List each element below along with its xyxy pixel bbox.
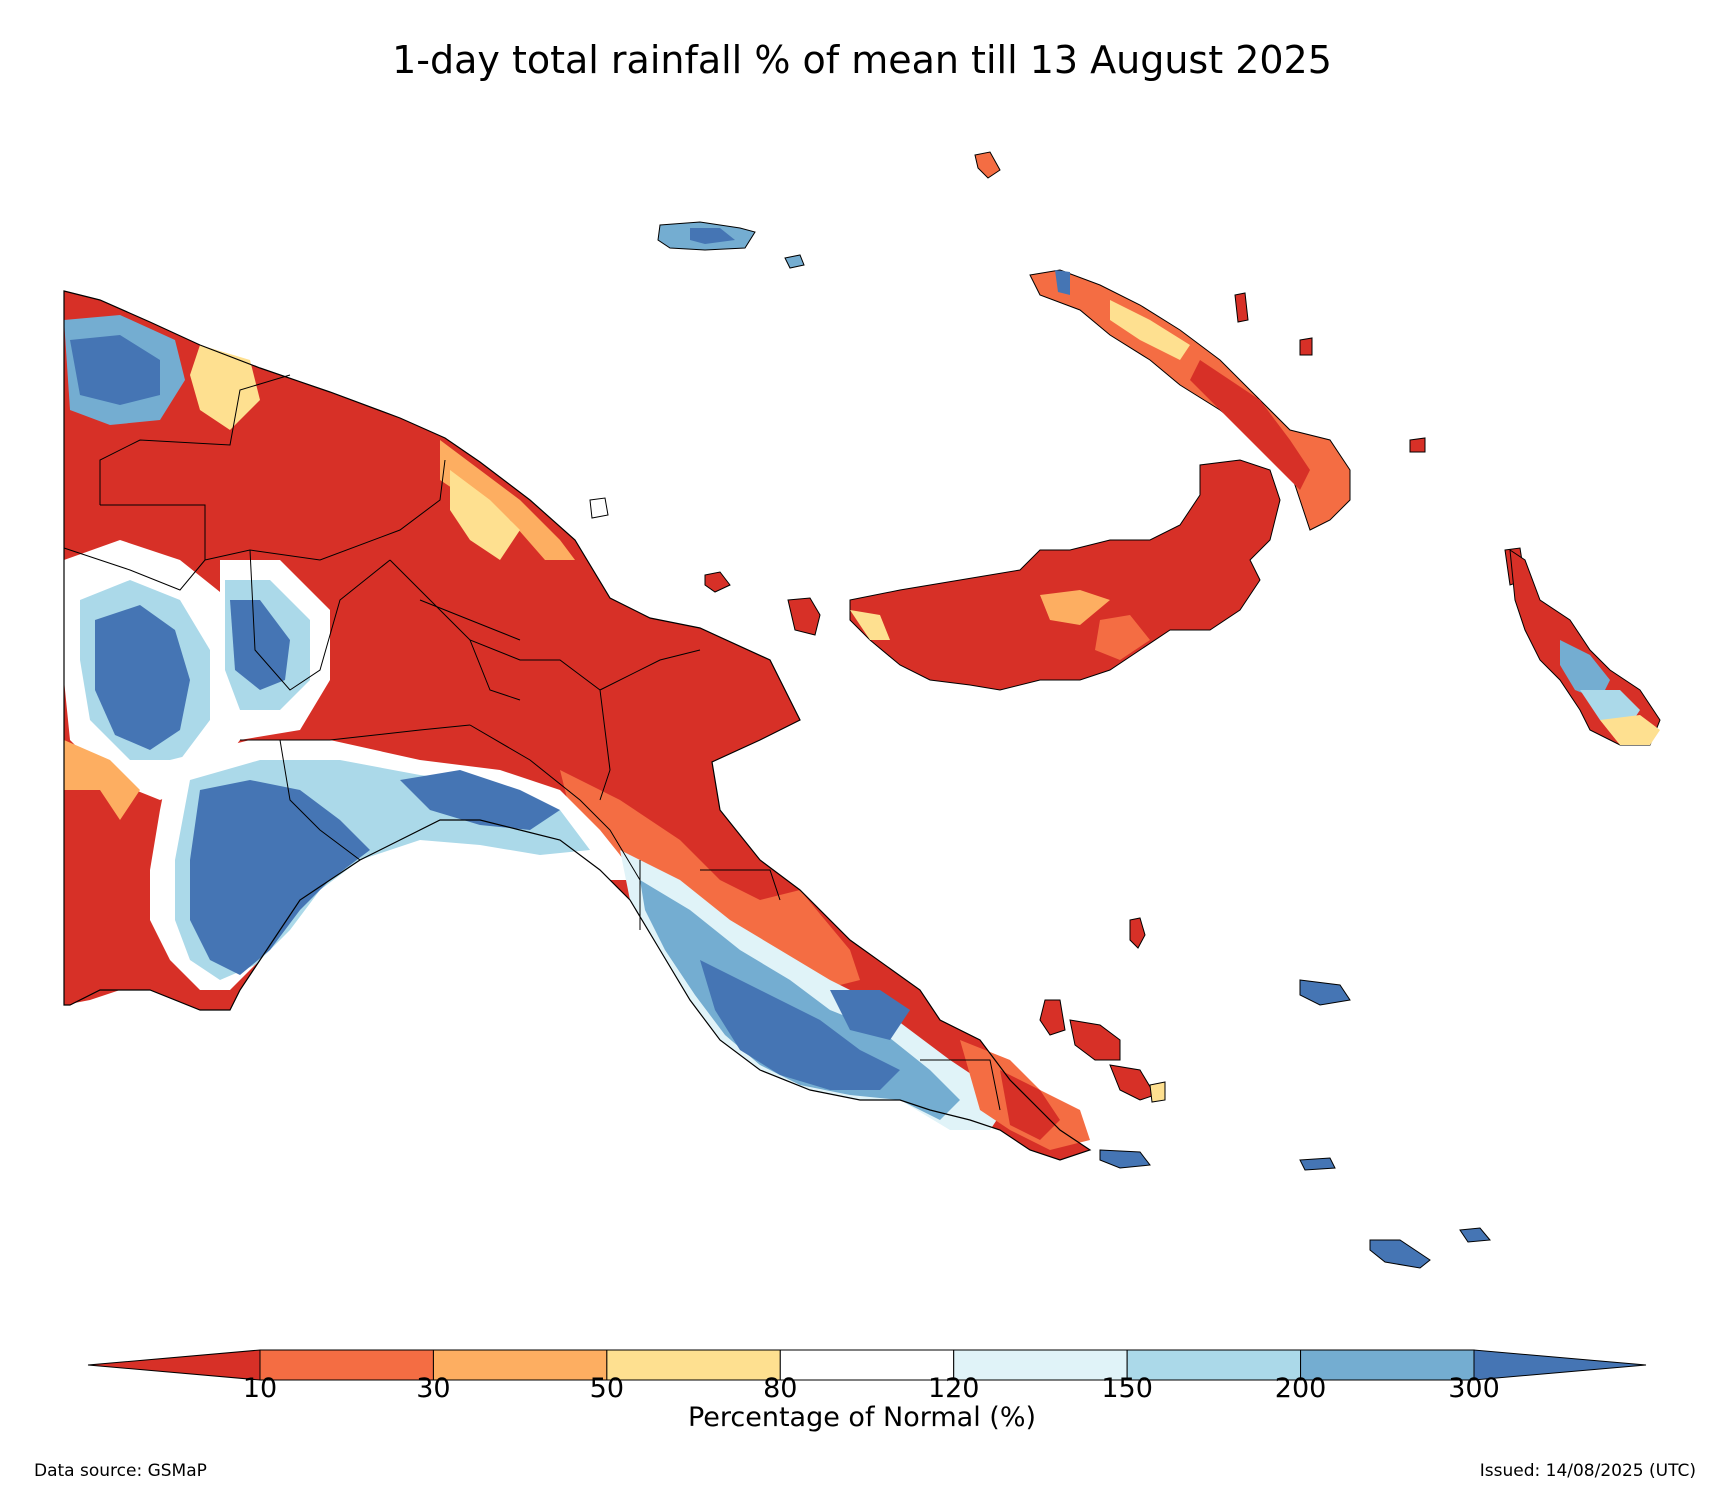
bougainville	[1509, 548, 1661, 746]
colorbar-segment-120_150	[953, 1349, 1128, 1381]
colorbar-tick-label: 50	[590, 1373, 624, 1400]
new-britain	[849, 459, 1281, 691]
mainland	[64, 291, 1090, 1160]
issued-date-text: Issued: 14/08/2025 (UTC)	[1479, 1461, 1696, 1481]
data-source-text: Data source: GSMaP	[34, 1461, 207, 1481]
colorbar-tick-label: 80	[763, 1373, 797, 1400]
colorbar-tick-label: 300	[1448, 1373, 1500, 1400]
mainland-outline	[63, 290, 1092, 1161]
colorbar-segment-10_30	[259, 1349, 434, 1381]
map-title: 1-day total rainfall % of mean till 13 A…	[392, 38, 1332, 82]
colorbar-segment-150_200	[1126, 1349, 1302, 1381]
colorbar-tick-label: 10	[243, 1373, 277, 1400]
colorbar-segment-200_300	[1300, 1349, 1475, 1381]
colorbar-tick-label: 120	[928, 1373, 980, 1400]
colorbar: 10 30 50 80 120 150 200 300	[87, 1349, 1647, 1400]
colorbar-segment-50_80	[606, 1349, 781, 1381]
colorbar-extend-high	[1473, 1349, 1647, 1381]
colorbar-tick-label: 30	[416, 1373, 450, 1400]
colorbar-label: Percentage of Normal (%)	[687, 1402, 1037, 1433]
province-borders	[63, 374, 1001, 1111]
colorbar-segment-30_50	[432, 1349, 608, 1381]
colorbar-tick-label: 150	[1101, 1373, 1153, 1400]
colorbar-extend-low	[87, 1349, 261, 1381]
milne-bay-islands	[1039, 917, 1491, 1269]
rainfall-map	[63, 151, 1661, 1269]
new-ireland	[1029, 269, 1351, 531]
colorbar-tick-label: 200	[1275, 1373, 1327, 1400]
colorbar-segment-80_120	[779, 1349, 955, 1381]
manus-island	[657, 221, 805, 269]
